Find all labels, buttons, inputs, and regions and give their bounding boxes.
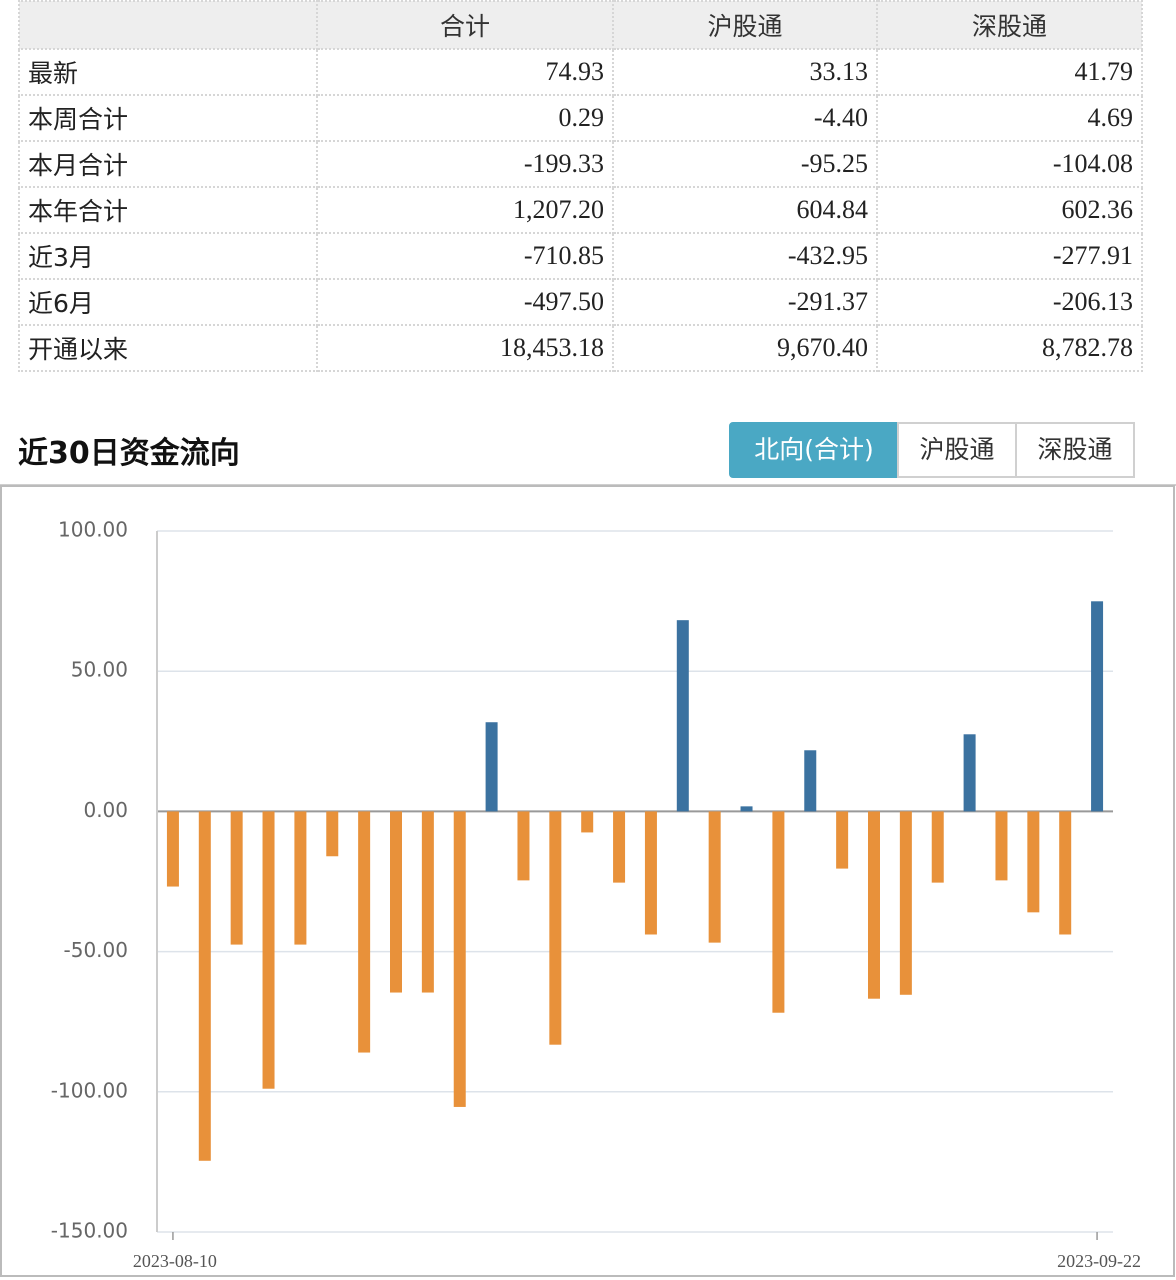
cell: -497.50 (316, 278, 614, 326)
bar (453, 811, 466, 1107)
cell: 0.29 (316, 94, 614, 142)
cell: -206.13 (876, 278, 1143, 326)
row-label: 本月合计 (18, 140, 318, 188)
cell: 18,453.18 (316, 324, 614, 372)
header-cell: 深股通 (876, 0, 1143, 50)
bar (294, 811, 307, 945)
bar (613, 811, 626, 883)
bar (740, 806, 753, 812)
cell: -95.25 (612, 140, 878, 188)
summary-table: 合计 沪股通 深股通 最新 74.93 33.13 41.79 本周合计 0.29 -4.40 4.… (18, 0, 1143, 372)
table-row: 开通以来 18,453.18 9,670.40 8,782.78 (18, 324, 1143, 372)
y-tick-label: -150.00 (51, 1219, 128, 1243)
bar (326, 811, 339, 857)
y-tick-label: -100.00 (51, 1078, 128, 1102)
cell: -104.08 (876, 140, 1143, 188)
bar (421, 811, 434, 993)
row-label: 本周合计 (18, 94, 318, 142)
table-row: 最新 74.93 33.13 41.79 (18, 48, 1143, 96)
bar (358, 811, 371, 1053)
tab[interactable]: 沪股通 (897, 422, 1017, 478)
bar (485, 722, 498, 812)
cell: -432.95 (612, 232, 878, 280)
row-label: 开通以来 (18, 324, 318, 372)
cell: 9,670.40 (612, 324, 878, 372)
cell: 33.13 (612, 48, 878, 96)
bar (995, 811, 1008, 881)
header-cell: 沪股通 (612, 0, 878, 50)
tab[interactable]: 北向(合计) (729, 422, 899, 478)
bar (676, 620, 689, 812)
cell: 8,782.78 (876, 324, 1143, 372)
cell: -710.85 (316, 232, 614, 280)
table-row: 本月合计 -199.33 -95.25 -104.08 (18, 140, 1143, 188)
bar (772, 811, 785, 1013)
header-cell (18, 0, 318, 50)
bar (581, 811, 594, 833)
bar (1027, 811, 1040, 913)
header-row: 合计 沪股通 深股通 (18, 0, 1143, 50)
section-title: 近30日资金流向 (18, 436, 240, 471)
bar (804, 750, 817, 812)
cell: 1,207.20 (316, 186, 614, 234)
tab[interactable]: 深股通 (1015, 422, 1135, 478)
bar (1091, 601, 1104, 812)
bar (931, 811, 944, 883)
y-tick-label: 0.00 (83, 798, 128, 822)
bar (899, 811, 912, 995)
cell: -4.40 (612, 94, 878, 142)
bar (166, 811, 179, 887)
cell: 74.93 (316, 48, 614, 96)
y-tick-label: -50.00 (64, 938, 128, 962)
bar (708, 811, 721, 943)
bar (230, 811, 243, 945)
bar (390, 811, 402, 993)
y-tick-label: 50.00 (71, 658, 128, 682)
x-tick-label: 2023-08-10 (133, 1251, 217, 1271)
y-tick-label: 100.00 (58, 518, 128, 542)
cell: 4.69 (876, 94, 1143, 142)
row-label: 近3月 (18, 232, 318, 280)
bar (262, 811, 275, 1089)
bar (549, 811, 562, 1045)
table-row: 本年合计 1,207.20 604.84 602.36 (18, 186, 1143, 234)
row-label: 本年合计 (18, 186, 318, 234)
chart-frame (0, 485, 1175, 1277)
bar (868, 811, 880, 999)
table-row: 近3月 -710.85 -432.95 -277.91 (18, 232, 1143, 280)
bar (836, 811, 849, 869)
tab-bar: 北向(合计) 沪股通 深股通 (729, 422, 1135, 478)
header-cell: 合计 (316, 0, 614, 50)
cell: 602.36 (876, 186, 1143, 234)
bar (517, 811, 530, 881)
table-row: 近6月 -497.50 -291.37 -206.13 (18, 278, 1143, 326)
x-tick-label: 2023-09-22 (1057, 1251, 1141, 1271)
cell: -291.37 (612, 278, 878, 326)
bar (198, 811, 211, 1161)
bar (644, 811, 657, 935)
bar (1059, 811, 1072, 935)
row-label: 最新 (18, 48, 318, 96)
cell: 604.84 (612, 186, 878, 234)
table-row: 本周合计 0.29 -4.40 4.69 (18, 94, 1143, 142)
row-label: 近6月 (18, 278, 318, 326)
cell: -277.91 (876, 232, 1143, 280)
cell: 41.79 (876, 48, 1143, 96)
cell: -199.33 (316, 140, 614, 188)
bar (963, 734, 976, 812)
